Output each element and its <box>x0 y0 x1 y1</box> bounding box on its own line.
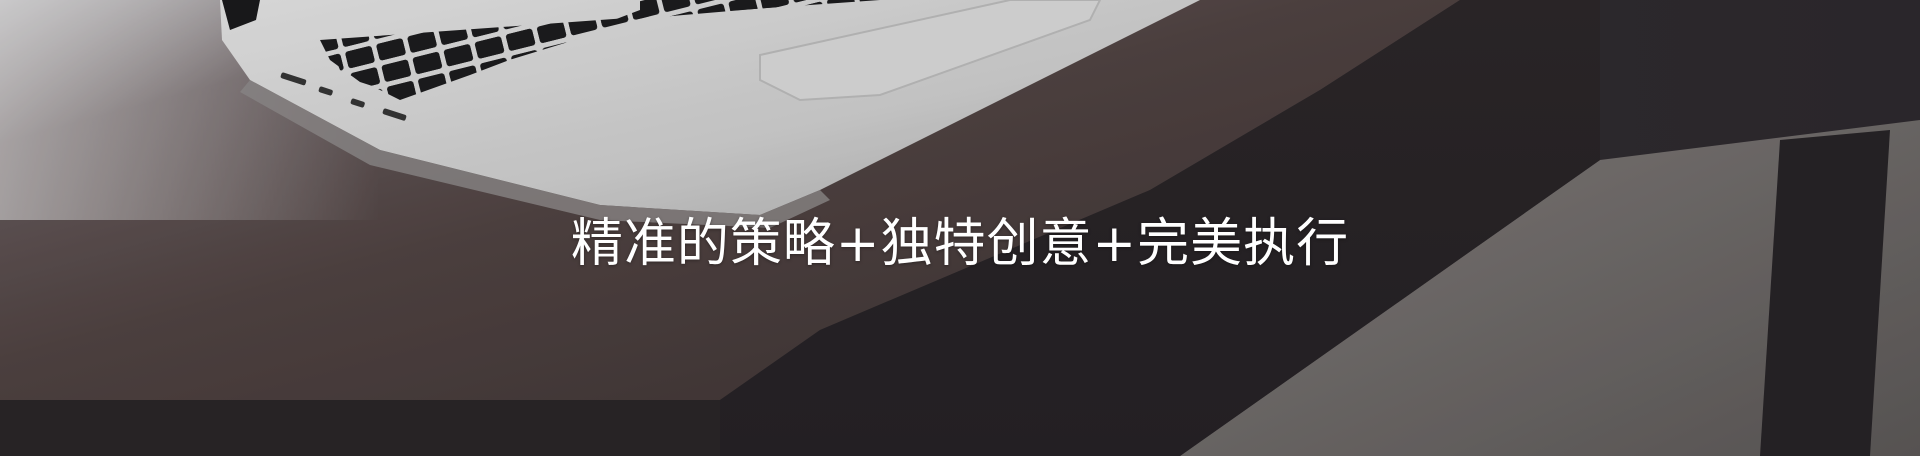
banner-headline: 精准的策略+独特创意+完美执行 <box>570 214 1350 274</box>
